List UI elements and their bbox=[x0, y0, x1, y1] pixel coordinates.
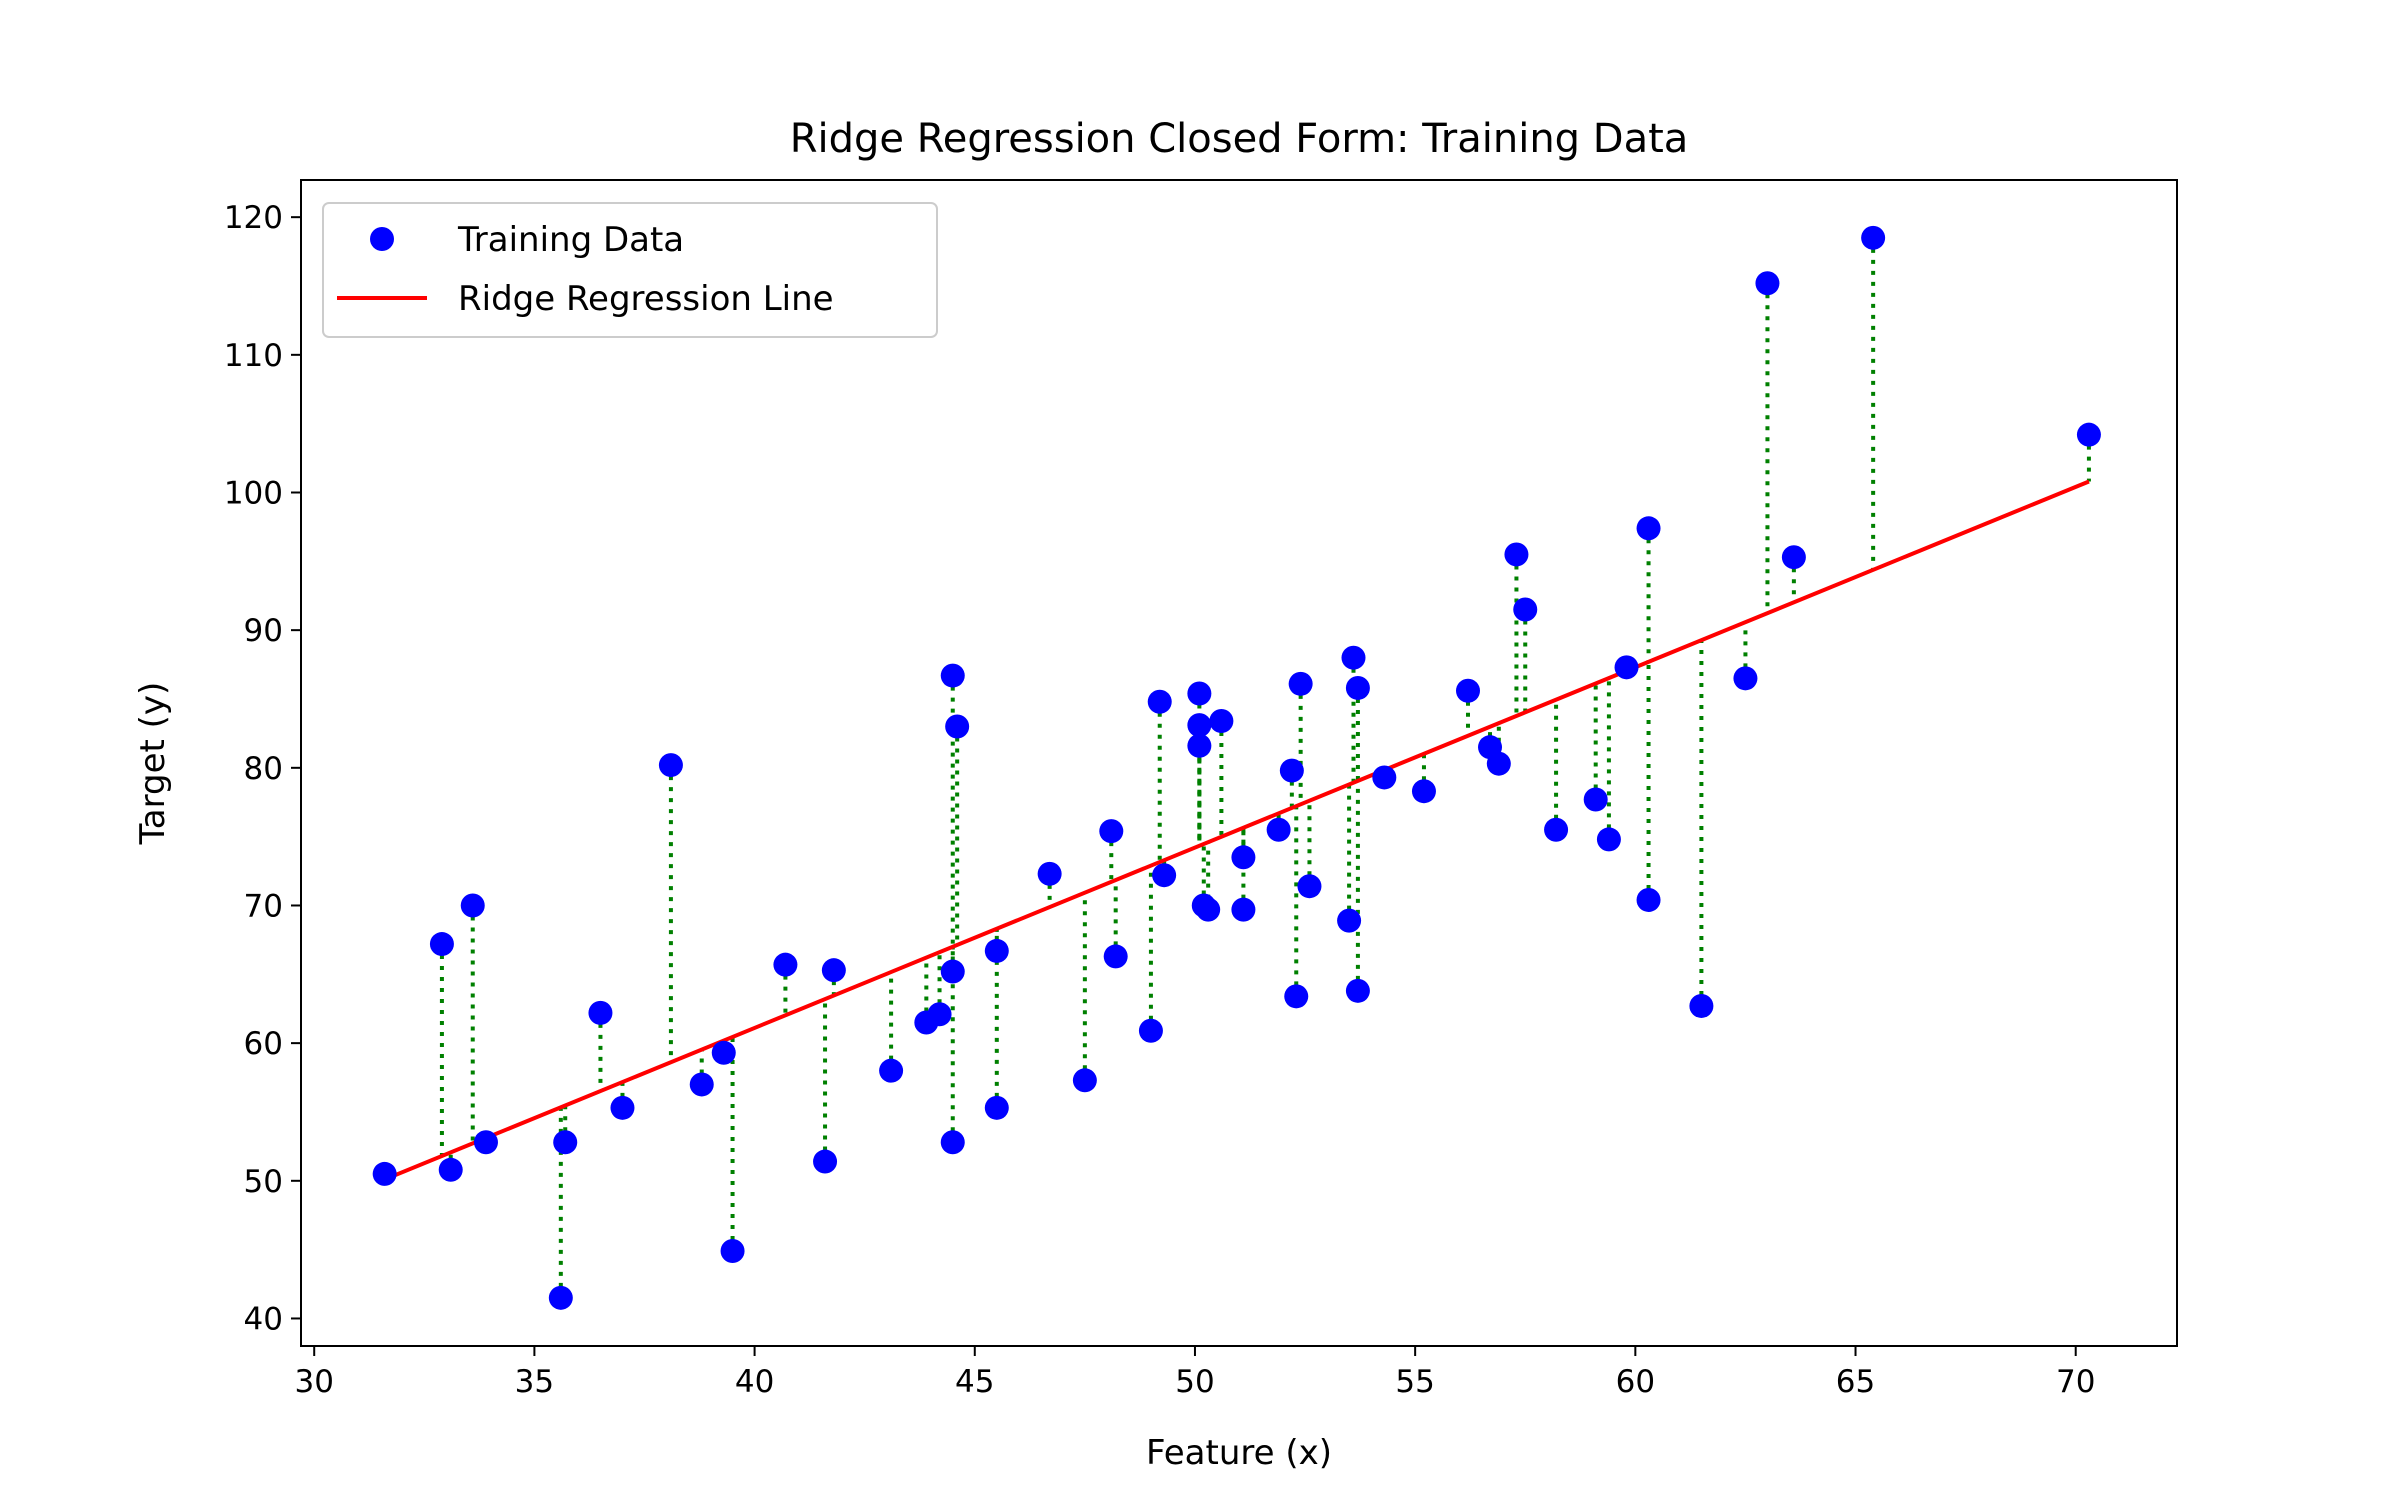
data-point bbox=[1861, 225, 1886, 250]
data-point bbox=[1072, 1068, 1097, 1093]
data-point bbox=[945, 714, 970, 739]
data-point bbox=[429, 932, 454, 957]
legend-label-training-data: Training Data bbox=[457, 220, 684, 260]
data-point bbox=[773, 952, 798, 977]
data-point bbox=[720, 1239, 745, 1264]
data-point bbox=[1103, 944, 1128, 969]
y-tick-label: 70 bbox=[244, 888, 283, 924]
legend-label-regression-line: Ridge Regression Line bbox=[458, 279, 834, 319]
data-point bbox=[1037, 861, 1062, 886]
y-tick-label: 90 bbox=[244, 613, 283, 649]
x-tick-label: 65 bbox=[1836, 1364, 1875, 1400]
y-tick-label: 50 bbox=[244, 1164, 283, 1200]
y-tick-label: 120 bbox=[224, 200, 283, 236]
axes: 30 35 40 45 50 55 60 65 70 40 50 60 70 80 90 100 110 120 bbox=[224, 200, 2096, 1400]
data-point bbox=[984, 938, 1009, 963]
x-tick-label: 60 bbox=[1616, 1364, 1655, 1400]
legend-box bbox=[322, 202, 938, 338]
data-point bbox=[1337, 908, 1362, 933]
data-point bbox=[940, 663, 965, 688]
data-point bbox=[372, 1161, 397, 1186]
x-tick-label: 35 bbox=[515, 1364, 554, 1400]
data-point bbox=[1455, 678, 1480, 703]
data-point bbox=[1231, 845, 1256, 870]
data-point bbox=[1196, 897, 1221, 922]
data-point bbox=[460, 893, 485, 918]
x-tick-label: 40 bbox=[735, 1364, 774, 1400]
y-axis-label: Target (y) bbox=[133, 682, 173, 846]
data-point bbox=[689, 1072, 714, 1097]
data-point bbox=[588, 1000, 613, 1025]
data-point bbox=[1411, 779, 1436, 804]
data-point bbox=[1279, 758, 1304, 783]
x-tick-label: 70 bbox=[2056, 1364, 2095, 1400]
data-point bbox=[711, 1040, 736, 1065]
y-tick-label: 100 bbox=[224, 475, 283, 511]
data-point bbox=[1504, 542, 1529, 567]
data-point bbox=[927, 1002, 952, 1027]
data-point bbox=[1513, 597, 1538, 622]
data-point bbox=[553, 1130, 578, 1155]
data-point bbox=[1596, 827, 1621, 852]
x-tick-label: 45 bbox=[955, 1364, 994, 1400]
data-point bbox=[1689, 993, 1714, 1018]
y-tick-label: 80 bbox=[244, 751, 283, 787]
plot-frame bbox=[300, 179, 2178, 1347]
x-tick-label: 50 bbox=[1175, 1364, 1214, 1400]
legend-marker-training-data bbox=[370, 227, 394, 251]
data-point bbox=[1231, 897, 1256, 922]
data-point bbox=[1284, 984, 1309, 1009]
data-point bbox=[1297, 874, 1322, 899]
data-point bbox=[1486, 751, 1511, 776]
data-point bbox=[1288, 671, 1313, 696]
data-point bbox=[1345, 978, 1370, 1003]
data-point bbox=[1372, 765, 1397, 790]
data-point bbox=[1755, 271, 1780, 296]
data-point bbox=[1636, 887, 1661, 912]
data-point bbox=[1614, 655, 1639, 680]
data-point bbox=[548, 1285, 573, 1310]
data-point bbox=[1099, 819, 1124, 844]
data-point bbox=[1152, 863, 1177, 888]
data-point bbox=[1544, 817, 1569, 842]
data-point bbox=[1138, 1018, 1163, 1043]
data-point bbox=[1733, 666, 1758, 691]
data-point bbox=[473, 1130, 498, 1155]
data-point bbox=[821, 958, 846, 983]
data-point bbox=[658, 753, 683, 778]
data-point bbox=[1266, 817, 1291, 842]
data-point bbox=[1583, 787, 1608, 812]
x-axis-label: Feature (x) bbox=[1146, 1433, 1332, 1473]
data-point bbox=[1781, 545, 1806, 570]
x-tick-label: 30 bbox=[294, 1364, 333, 1400]
data-point bbox=[879, 1058, 904, 1083]
chart-title: Ridge Regression Closed Form: Training D… bbox=[790, 116, 1689, 162]
data-point bbox=[2076, 422, 2101, 447]
data-point bbox=[1345, 675, 1370, 700]
plot-area bbox=[372, 225, 2101, 1310]
data-point bbox=[1187, 713, 1212, 738]
data-point bbox=[1187, 681, 1212, 706]
y-tick-label: 60 bbox=[244, 1026, 283, 1062]
data-point bbox=[813, 1149, 838, 1174]
data-point bbox=[940, 959, 965, 984]
legend: Training Data Ridge Regression Line bbox=[322, 202, 938, 338]
y-tick-label: 110 bbox=[224, 338, 283, 374]
data-point bbox=[1341, 645, 1366, 670]
data-point bbox=[438, 1157, 463, 1182]
x-tick-label: 55 bbox=[1395, 1364, 1434, 1400]
data-point bbox=[1636, 516, 1661, 541]
regression-line bbox=[383, 479, 2090, 1182]
data-point bbox=[1187, 733, 1212, 758]
data-point bbox=[1147, 689, 1172, 714]
data-point bbox=[1209, 709, 1234, 734]
data-point bbox=[940, 1130, 965, 1155]
y-tick-label: 40 bbox=[244, 1301, 283, 1337]
data-point bbox=[610, 1095, 635, 1120]
data-point bbox=[984, 1095, 1009, 1120]
